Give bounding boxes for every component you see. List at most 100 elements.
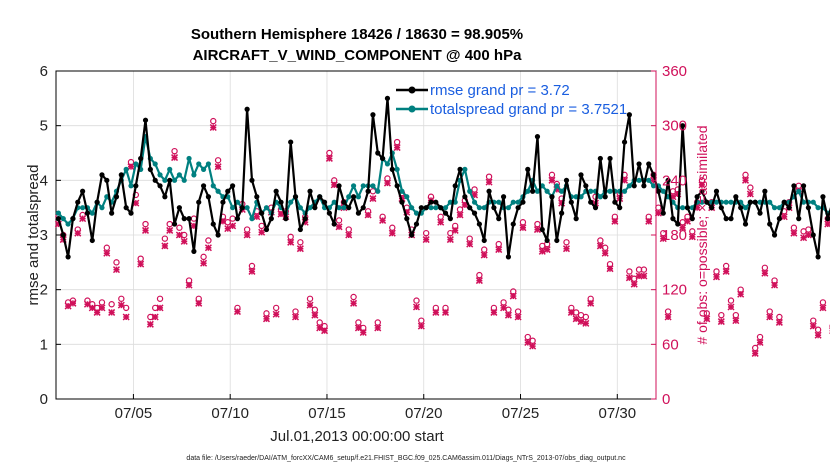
obs-possible-marker [350, 293, 357, 301]
rmse-point [215, 232, 221, 238]
totalspread-point [636, 177, 642, 183]
rmse-point [612, 199, 618, 205]
obs-assimilated-marker [504, 311, 512, 319]
totalspread-point [210, 183, 216, 189]
rmse-point [191, 248, 197, 254]
obs-assimilated-marker [74, 229, 82, 237]
rmse-point [641, 183, 647, 189]
totalspread-point [476, 205, 482, 211]
rmse-point [825, 216, 830, 222]
obs-assimilated-marker [485, 178, 493, 186]
totalspread-point [205, 161, 212, 167]
totalspread-point [742, 205, 749, 211]
rmse-point [578, 172, 584, 178]
y-tick-label-left: 4 [40, 172, 48, 189]
obs-assimilated-marker [146, 320, 154, 328]
obs-possible-marker [171, 147, 178, 155]
legend-marker-totalspread [408, 105, 416, 113]
totalspread-point [171, 177, 178, 183]
obs-assimilated-marker [529, 342, 537, 350]
y-tick-label-left: 3 [40, 227, 48, 244]
y-tick-label-left: 1 [40, 336, 48, 353]
rmse-point [670, 216, 676, 222]
rmse-point [162, 194, 168, 200]
totalspread-point [505, 205, 512, 211]
obs-assimilated-marker [456, 211, 464, 219]
rmse-point [389, 166, 395, 172]
rmse-point [544, 237, 550, 244]
obs-assimilated-marker [258, 228, 266, 236]
y-axis-label-right: # of obs: o=possible; ×=assimilated [694, 125, 710, 344]
obs-assimilated-marker [490, 308, 498, 316]
rmse-point [554, 237, 560, 244]
rmse-point [530, 188, 536, 194]
rmse-point [210, 221, 216, 227]
rmse-point [89, 237, 95, 244]
totalspread-point [152, 161, 158, 167]
rmse-point [718, 205, 724, 211]
rmse-point [583, 183, 589, 189]
totalspread-point [307, 205, 313, 211]
obs-assimilated-marker [533, 226, 541, 234]
rmse-point [525, 166, 531, 172]
obs-assimilated-marker [345, 231, 353, 239]
obs-assimilated-marker [741, 176, 750, 184]
chart-subtitle: AIRCRAFT_V_WIND_COMPONENT @ 400 hPa [193, 47, 523, 64]
rmse-point [404, 216, 410, 222]
rmse-point [418, 205, 424, 211]
obs-assimilated-marker [500, 304, 508, 312]
totalspread-point [370, 183, 376, 189]
rmse-point [723, 216, 729, 222]
totalspread-point [360, 183, 366, 189]
rmse-point [380, 155, 386, 162]
rmse-point [573, 216, 579, 222]
rmse-point [689, 216, 695, 222]
rmse-point [805, 205, 812, 211]
totalspread-point [355, 194, 362, 200]
obs-assimilated-marker [746, 190, 754, 198]
obs-assimilated-marker [330, 181, 338, 189]
rmse-point [510, 221, 516, 227]
obs-assimilated-marker [306, 301, 314, 309]
obs-assimilated-marker [417, 322, 425, 330]
obs-possible-marker [214, 157, 222, 164]
rmse-point [563, 177, 570, 183]
rmse-point [259, 210, 265, 216]
obs-assimilated-marker [582, 319, 590, 327]
rmse-point [481, 237, 487, 244]
obs-assimilated-marker [291, 313, 300, 321]
rmse-point [597, 155, 603, 162]
rmse-point [239, 205, 245, 211]
rmse-point [539, 226, 545, 233]
totalspread-point [428, 205, 434, 211]
rmse-line [57, 97, 830, 258]
rmse-point [810, 232, 816, 238]
obs-possible-marker [176, 224, 183, 231]
obs-assimilated-marker [272, 310, 280, 318]
totalspread-point [646, 177, 652, 183]
obs-assimilated-marker [437, 218, 445, 226]
rmse-point [312, 205, 318, 211]
obs-assimilated-marker [451, 226, 459, 234]
totalspread-point [544, 188, 550, 194]
rmse-point [365, 188, 371, 194]
obs-possible-marker [640, 266, 648, 273]
obs-assimilated-marker [756, 338, 764, 347]
rmse-point [181, 216, 187, 222]
rmse-point [133, 183, 139, 189]
obs-assimilated-marker [717, 318, 725, 326]
rmse-point [699, 188, 705, 194]
y-tick-label-left: 6 [40, 63, 48, 80]
totalspread-point [60, 216, 66, 222]
totalspread-point [660, 188, 666, 194]
totalspread-point [123, 166, 129, 172]
obs-assimilated-marker [141, 226, 150, 234]
totalspread-point [810, 199, 816, 205]
rmse-point [534, 134, 541, 140]
totalspread-point [399, 188, 405, 194]
totalspread-point [462, 166, 468, 172]
obs-assimilated-marker [83, 300, 91, 308]
y-tick-label-right: 120 [662, 282, 687, 299]
rmse-point [167, 177, 173, 183]
rmse-point [249, 177, 255, 183]
